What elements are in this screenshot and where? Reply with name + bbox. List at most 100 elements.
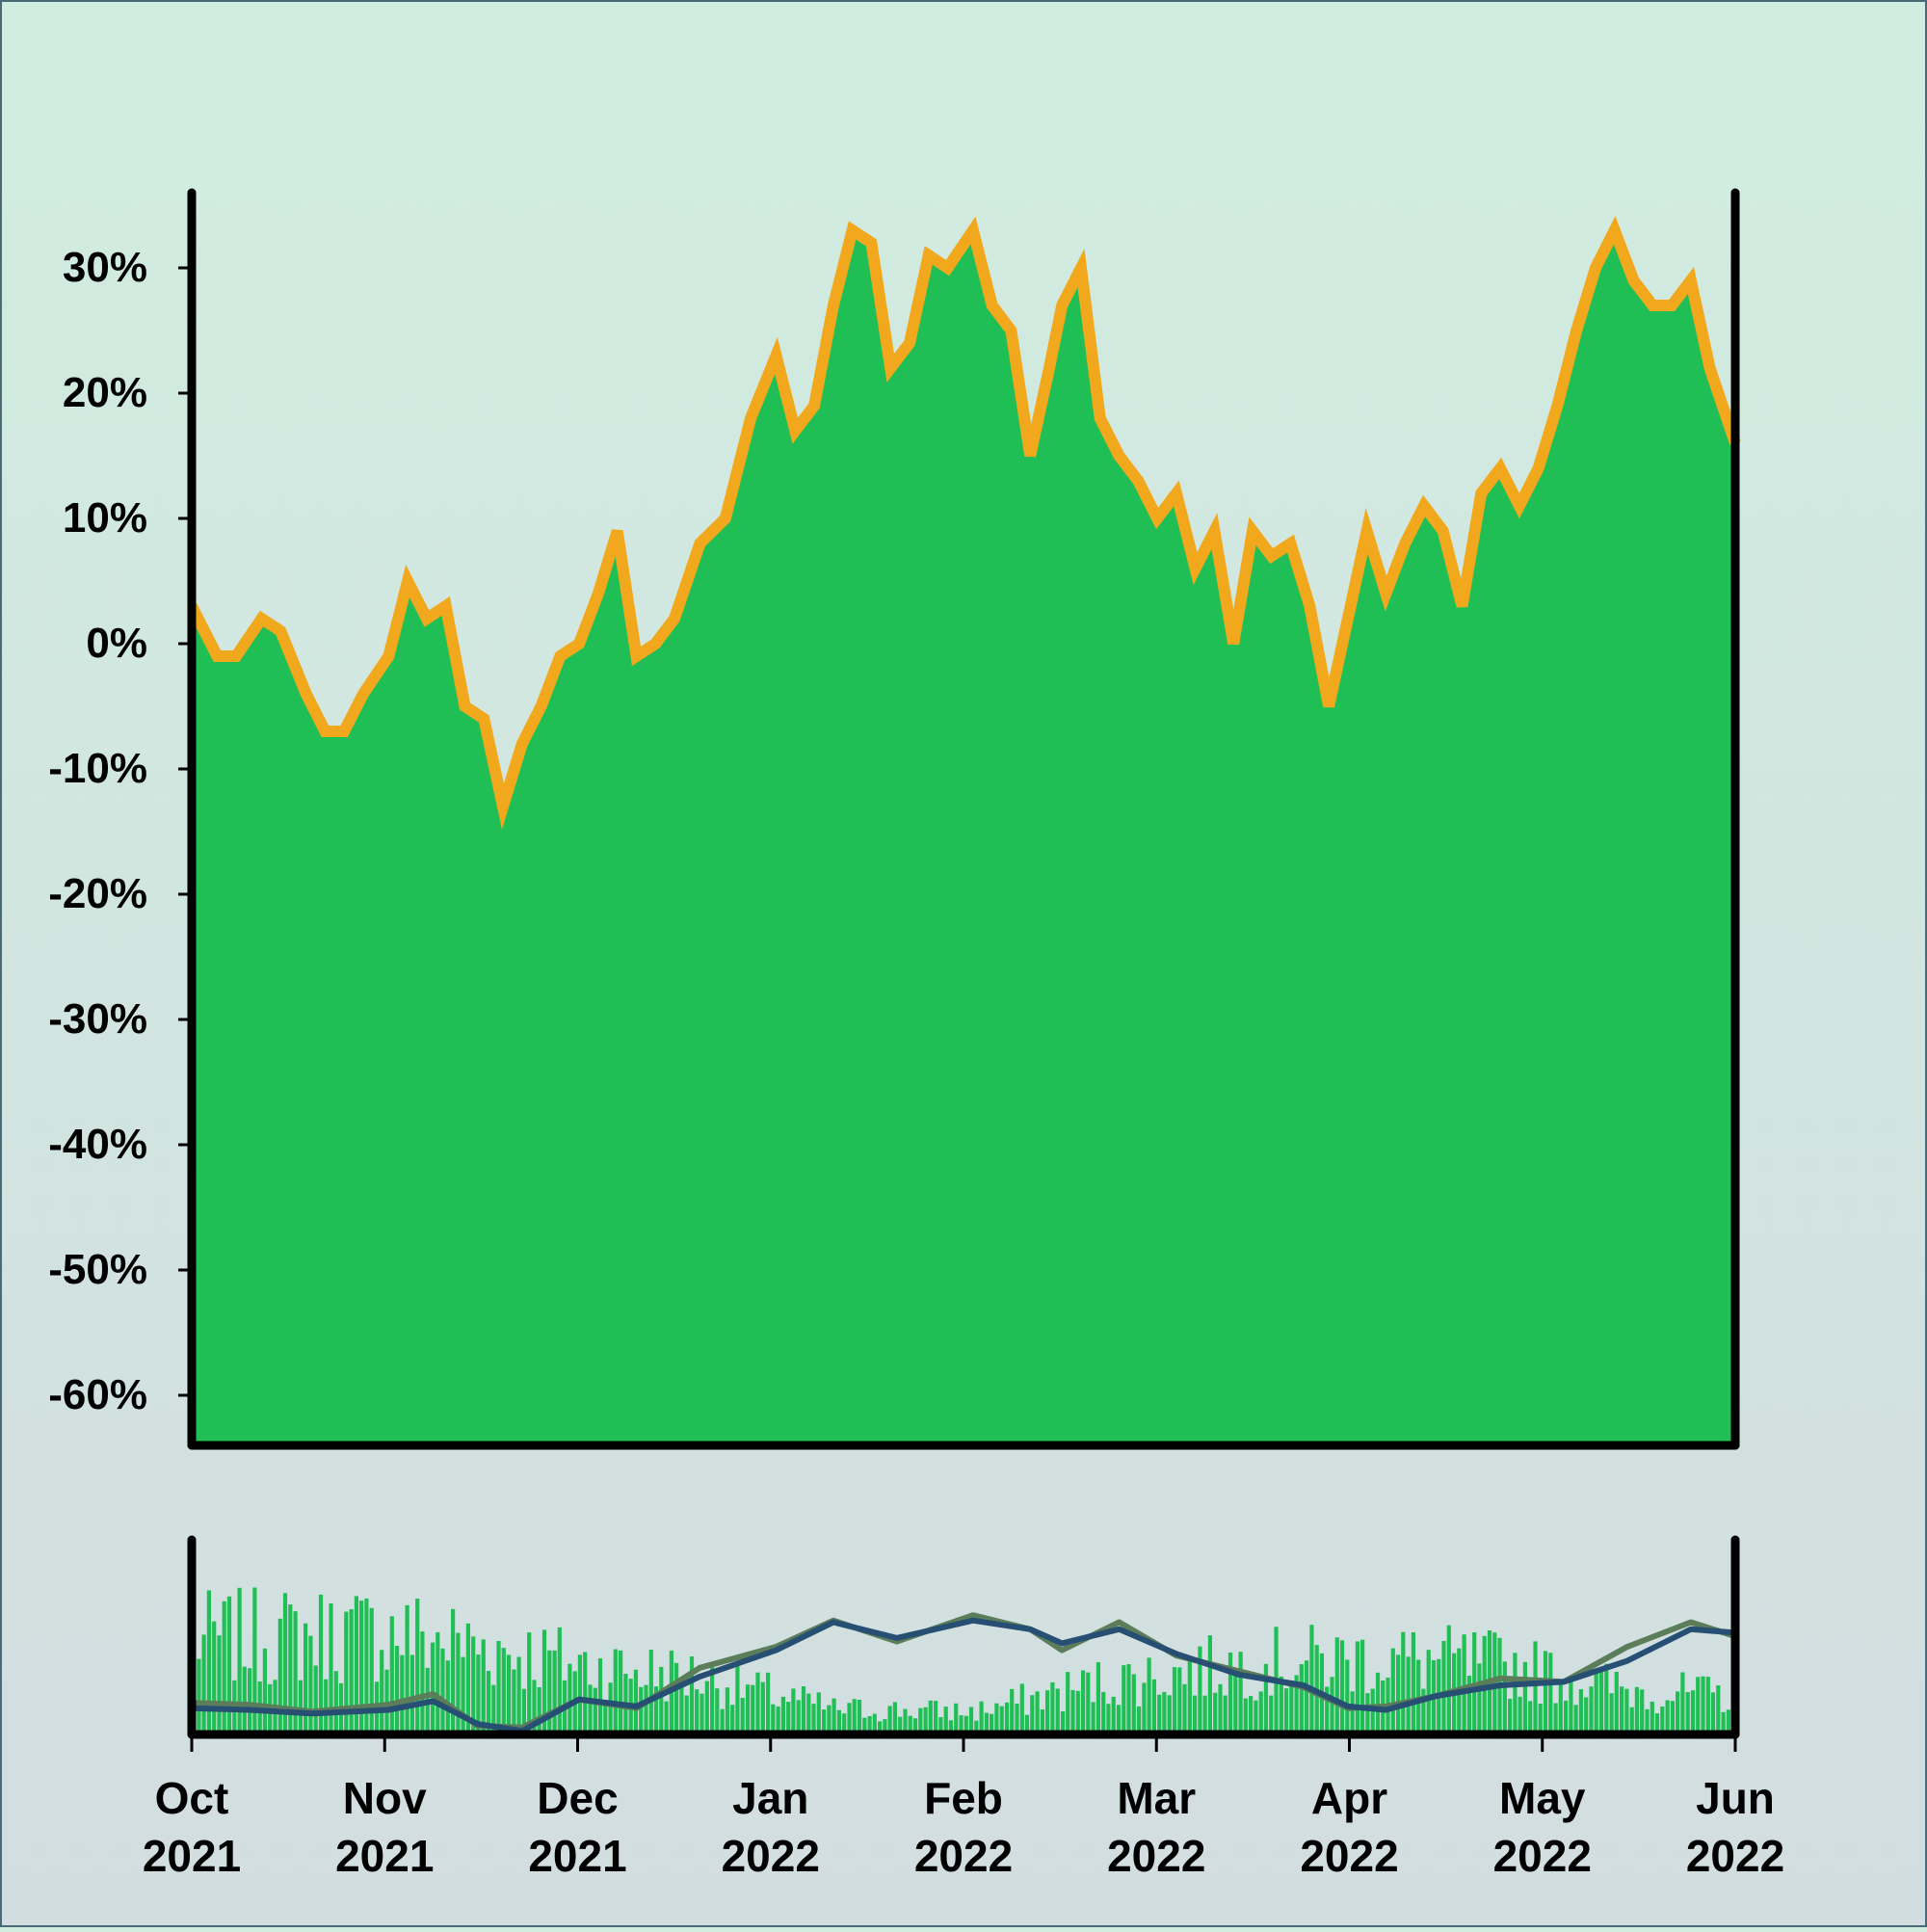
volume-bar bbox=[644, 1684, 648, 1734]
volume-bar bbox=[1701, 1676, 1705, 1734]
volume-bar bbox=[588, 1684, 593, 1734]
volume-bar bbox=[409, 1654, 414, 1734]
volume-bar bbox=[400, 1654, 405, 1734]
y-tick-label: -40% bbox=[48, 1121, 147, 1168]
volume-bar bbox=[1614, 1672, 1619, 1734]
volume-bar bbox=[999, 1706, 1004, 1734]
volume-bar bbox=[786, 1702, 791, 1734]
volume-bar bbox=[1122, 1665, 1126, 1734]
volume-bar bbox=[226, 1596, 232, 1734]
volume-bar bbox=[1538, 1704, 1543, 1734]
volume-bar bbox=[405, 1604, 409, 1734]
volume-bar bbox=[1477, 1663, 1482, 1734]
x-tick-label-month: Oct bbox=[155, 1773, 229, 1823]
volume-bar bbox=[1660, 1707, 1665, 1734]
volume-bar bbox=[836, 1709, 841, 1734]
volume-bar bbox=[689, 1656, 695, 1734]
volume-bar bbox=[755, 1672, 760, 1734]
volume-bar bbox=[380, 1650, 384, 1734]
volume-bar bbox=[1263, 1663, 1268, 1734]
volume-bar bbox=[415, 1599, 420, 1734]
volume-bar bbox=[1426, 1650, 1431, 1734]
volume-bar bbox=[1330, 1677, 1334, 1734]
volume-bar bbox=[1019, 1683, 1024, 1734]
volume-bar bbox=[832, 1698, 836, 1734]
volume-bar bbox=[1137, 1706, 1142, 1734]
volume-bar bbox=[1015, 1703, 1019, 1734]
volume-bar bbox=[954, 1703, 959, 1734]
volume-bar bbox=[806, 1693, 811, 1734]
volume-bar bbox=[822, 1709, 827, 1734]
volume-bar bbox=[1462, 1634, 1466, 1734]
volume-bar bbox=[308, 1635, 313, 1734]
x-tick-label-year: 2022 bbox=[914, 1831, 1013, 1881]
volume-bar bbox=[1004, 1702, 1010, 1734]
volume-bar bbox=[1573, 1705, 1578, 1734]
volume-bar bbox=[1548, 1653, 1553, 1734]
volume-bar bbox=[298, 1680, 303, 1734]
volume-bar bbox=[1513, 1653, 1518, 1734]
volume-bar bbox=[252, 1587, 257, 1734]
x-tick-label-month: Apr bbox=[1311, 1773, 1387, 1823]
volume-bar bbox=[704, 1681, 709, 1734]
volume-bar bbox=[1269, 1695, 1274, 1734]
volume-bar bbox=[780, 1696, 785, 1734]
volume-bar bbox=[516, 1656, 521, 1734]
x-tick-label-year: 2021 bbox=[528, 1831, 626, 1881]
volume-bar bbox=[1680, 1672, 1685, 1734]
volume-bar bbox=[1564, 1700, 1569, 1734]
volume-bar bbox=[1101, 1691, 1106, 1734]
volume-bar bbox=[1202, 1695, 1207, 1734]
volume-bar bbox=[934, 1701, 938, 1734]
y-tick-label: -30% bbox=[48, 995, 147, 1043]
volume-bar bbox=[1345, 1659, 1350, 1734]
volume-bar bbox=[248, 1668, 252, 1734]
volume-bar bbox=[1390, 1648, 1395, 1734]
x-tick-label-year: 2021 bbox=[143, 1831, 241, 1881]
volume-bar bbox=[395, 1646, 400, 1734]
volume-bar bbox=[883, 1719, 887, 1734]
x-tick-label-year: 2021 bbox=[335, 1831, 434, 1881]
volume-bar bbox=[827, 1705, 832, 1734]
volume-bar bbox=[304, 1623, 308, 1734]
volume-bar bbox=[608, 1682, 613, 1734]
volume-bar bbox=[1177, 1667, 1182, 1734]
volume-bar bbox=[740, 1698, 745, 1734]
volume-bar bbox=[720, 1708, 725, 1734]
volume-bar bbox=[527, 1632, 532, 1734]
volume-bar bbox=[735, 1660, 740, 1734]
volume-bar bbox=[1050, 1681, 1055, 1734]
volume-bar bbox=[1441, 1640, 1446, 1734]
volume-bar bbox=[1075, 1690, 1080, 1734]
volume-bar bbox=[1446, 1625, 1451, 1734]
volume-bar bbox=[1289, 1683, 1294, 1734]
volume-bar bbox=[1696, 1677, 1701, 1734]
volume-bar bbox=[1721, 1711, 1726, 1734]
volume-bar bbox=[486, 1671, 491, 1734]
volume-bar bbox=[1024, 1714, 1030, 1734]
volume-bar bbox=[1254, 1700, 1258, 1734]
volume-bar bbox=[1650, 1701, 1654, 1734]
x-tick-label-month: Nov bbox=[343, 1773, 427, 1823]
volume-bar bbox=[603, 1702, 608, 1734]
volume-bar bbox=[1411, 1632, 1415, 1734]
y-tick-label: 30% bbox=[63, 244, 147, 291]
volume-bar bbox=[547, 1650, 552, 1734]
volume-bar bbox=[751, 1684, 755, 1734]
slow-average-line bbox=[189, 1617, 1738, 1734]
volume-bar bbox=[1187, 1660, 1192, 1734]
volume-bar bbox=[1716, 1685, 1721, 1734]
volume-bar bbox=[791, 1688, 796, 1734]
volume-bar bbox=[521, 1688, 526, 1734]
volume-bar bbox=[862, 1717, 867, 1734]
volume-bar bbox=[1095, 1661, 1100, 1734]
volume-bar bbox=[1283, 1688, 1289, 1734]
volume-bar bbox=[1609, 1693, 1614, 1734]
volume-bar bbox=[857, 1700, 862, 1734]
volume-bar bbox=[456, 1632, 461, 1734]
volume-bar bbox=[1060, 1711, 1066, 1734]
volume-bar bbox=[237, 1587, 242, 1734]
volume-bar bbox=[1604, 1663, 1609, 1734]
volume-bar bbox=[313, 1665, 318, 1734]
volume-bar bbox=[445, 1660, 450, 1734]
